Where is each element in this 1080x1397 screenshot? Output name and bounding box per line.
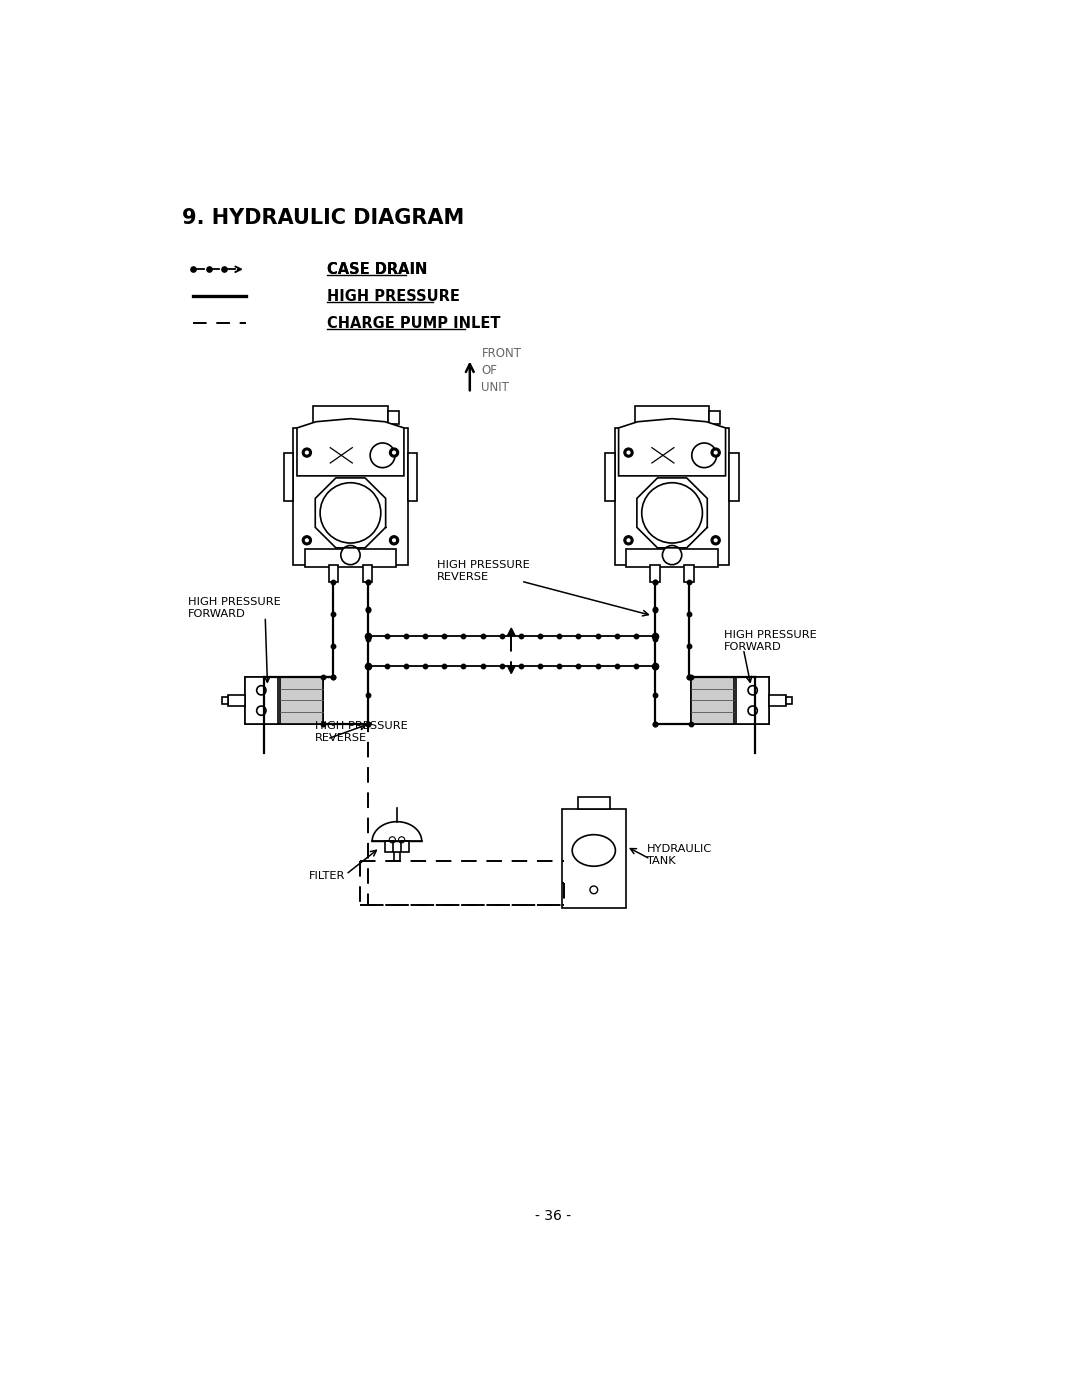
Circle shape <box>624 448 633 457</box>
Bar <box>737 678 769 724</box>
Circle shape <box>711 448 720 457</box>
Bar <box>386 841 393 852</box>
Circle shape <box>320 483 381 543</box>
Circle shape <box>692 443 717 468</box>
Circle shape <box>662 545 681 564</box>
Bar <box>394 852 400 862</box>
Bar <box>626 549 718 567</box>
Bar <box>388 411 399 423</box>
Circle shape <box>390 448 399 457</box>
Polygon shape <box>508 629 515 636</box>
Text: HYDRAULIC
TANK: HYDRAULIC TANK <box>647 844 712 866</box>
Circle shape <box>624 535 633 545</box>
Text: FRONT
OF
UNIT: FRONT OF UNIT <box>482 348 522 394</box>
Bar <box>313 407 388 427</box>
Circle shape <box>392 450 396 454</box>
Bar <box>769 696 786 705</box>
Circle shape <box>748 705 757 715</box>
Text: HIGH PRESSURE
FORWARD: HIGH PRESSURE FORWARD <box>188 597 281 619</box>
Text: 9. HYDRAULIC DIAGRAM: 9. HYDRAULIC DIAGRAM <box>181 208 463 228</box>
Circle shape <box>748 686 757 694</box>
Circle shape <box>392 538 396 542</box>
Bar <box>691 678 769 724</box>
Bar <box>221 697 228 704</box>
Bar <box>245 678 278 724</box>
Bar <box>363 564 373 583</box>
Bar <box>635 407 710 427</box>
Bar <box>606 453 615 500</box>
Text: HIGH PRESSURE
FORWARD: HIGH PRESSURE FORWARD <box>724 630 816 652</box>
Circle shape <box>302 535 311 545</box>
Circle shape <box>642 483 702 543</box>
Circle shape <box>714 450 718 454</box>
Text: CASE DRAIN: CASE DRAIN <box>327 261 428 277</box>
Circle shape <box>714 538 718 542</box>
Text: CHARGE PUMP INLET: CHARGE PUMP INLET <box>327 316 501 331</box>
Circle shape <box>370 443 395 468</box>
Bar <box>650 564 660 583</box>
Bar <box>284 453 293 500</box>
Bar <box>562 809 625 908</box>
Circle shape <box>711 535 720 545</box>
Circle shape <box>626 538 631 542</box>
Bar <box>729 453 739 500</box>
Bar <box>710 411 720 423</box>
Bar <box>305 549 396 567</box>
Bar <box>408 453 417 500</box>
Circle shape <box>390 535 399 545</box>
Bar <box>293 427 408 564</box>
Text: FILTER: FILTER <box>309 872 346 882</box>
Circle shape <box>341 545 360 564</box>
Circle shape <box>257 686 266 694</box>
Bar <box>328 564 338 583</box>
Circle shape <box>305 450 309 454</box>
Text: HIGH PRESSURE
REVERSE: HIGH PRESSURE REVERSE <box>314 721 407 743</box>
Text: HIGH PRESSURE: HIGH PRESSURE <box>327 289 460 303</box>
Bar <box>691 678 734 724</box>
Bar <box>615 427 729 564</box>
Bar <box>280 678 323 724</box>
Circle shape <box>302 448 311 457</box>
Polygon shape <box>373 821 422 841</box>
Text: CASE DRAIN: CASE DRAIN <box>327 261 428 277</box>
Bar <box>401 841 408 852</box>
Circle shape <box>305 538 309 542</box>
Bar <box>228 696 245 705</box>
Polygon shape <box>508 666 515 673</box>
Bar <box>578 796 610 809</box>
Polygon shape <box>297 419 404 476</box>
Polygon shape <box>619 419 726 476</box>
Bar <box>786 697 793 704</box>
Circle shape <box>257 705 266 715</box>
Text: HIGH PRESSURE
REVERSE: HIGH PRESSURE REVERSE <box>437 560 530 583</box>
Bar <box>245 678 323 724</box>
Text: - 36 -: - 36 - <box>536 1210 571 1224</box>
Bar <box>685 564 693 583</box>
Circle shape <box>626 450 631 454</box>
